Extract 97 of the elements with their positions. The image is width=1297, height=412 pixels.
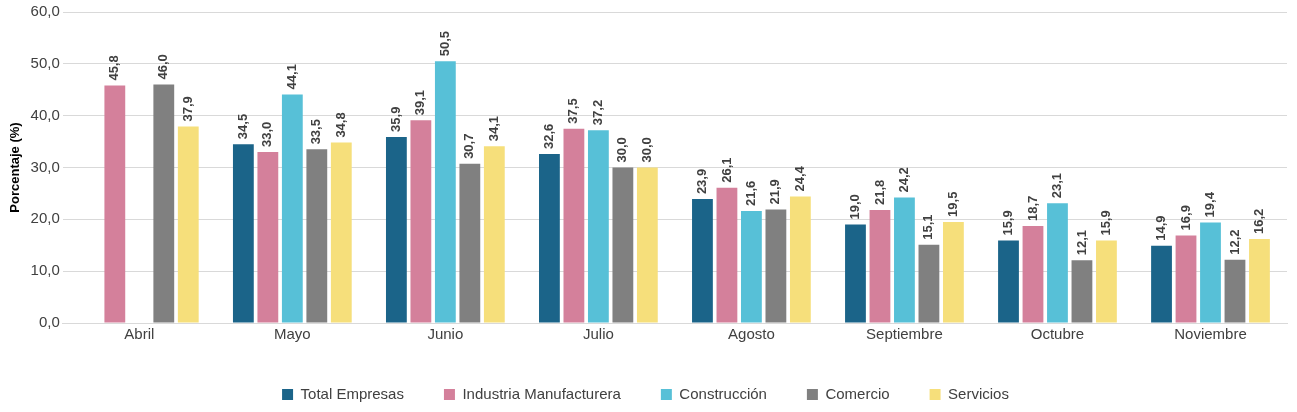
bar xyxy=(943,221,964,323)
data-label: 14,9 xyxy=(1153,215,1169,241)
x-tick-label: Septiembre xyxy=(866,325,943,343)
x-tick-label: Abril xyxy=(124,325,155,343)
data-label: 32,6 xyxy=(540,123,556,150)
bar xyxy=(385,136,407,323)
bar xyxy=(1200,222,1221,323)
data-label: 34,8 xyxy=(332,112,348,138)
legend-label: Total Empresas xyxy=(300,384,404,402)
x-tick-label: Agosto xyxy=(728,325,775,343)
data-label: 21,9 xyxy=(767,179,783,205)
y-tick-label: 50,0 xyxy=(30,53,60,71)
data-label: 24,4 xyxy=(791,165,807,192)
data-label: 18,7 xyxy=(1024,195,1040,222)
bar xyxy=(716,187,738,323)
data-label: 34,1 xyxy=(485,115,501,142)
data-label: 19,4 xyxy=(1202,191,1218,218)
bar xyxy=(1249,239,1270,323)
data-label: 44,1 xyxy=(283,64,299,90)
legend-label: Servicios xyxy=(948,384,1009,402)
y-tick-label: 10,0 xyxy=(30,261,60,279)
bar xyxy=(330,142,352,323)
data-label: 15,9 xyxy=(1098,210,1114,236)
bar xyxy=(1071,260,1093,323)
data-label: 23,9 xyxy=(694,168,710,195)
bar xyxy=(1096,240,1117,323)
bar xyxy=(459,163,481,323)
data-label: 30,0 xyxy=(614,137,630,163)
data-label: 15,1 xyxy=(920,214,936,240)
bar xyxy=(894,197,915,323)
data-label: 30,0 xyxy=(638,137,654,163)
bar xyxy=(789,196,811,323)
legend-label: Construcción xyxy=(679,384,767,402)
x-tick-label: Noviembre xyxy=(1174,325,1247,343)
bar xyxy=(845,224,866,323)
bar xyxy=(177,126,199,323)
data-label: 23,1 xyxy=(1049,172,1065,199)
legend-label: Industria Manufacturera xyxy=(462,384,622,402)
bar xyxy=(869,210,891,323)
x-tick-label: Junio xyxy=(427,325,464,343)
x-tick-label: Julio xyxy=(582,325,614,343)
bar xyxy=(918,244,940,323)
data-label: 30,7 xyxy=(461,133,477,159)
bar xyxy=(232,144,254,323)
bar xyxy=(563,128,585,323)
bar xyxy=(1151,245,1172,323)
data-label: 45,8 xyxy=(106,55,122,81)
y-tick-label: 40,0 xyxy=(30,105,60,123)
bar xyxy=(104,85,126,323)
bar xyxy=(1175,235,1197,323)
data-label: 21,8 xyxy=(871,179,887,205)
bar xyxy=(612,167,634,323)
y-axis-title: Porcentaje (%) xyxy=(7,122,23,213)
bar xyxy=(741,211,762,323)
bar xyxy=(153,84,175,323)
bar xyxy=(1224,259,1246,323)
bar xyxy=(539,154,560,323)
bar xyxy=(434,61,456,323)
data-label: 15,9 xyxy=(1000,210,1016,236)
data-label: 46,0 xyxy=(155,54,171,80)
data-label: 50,5 xyxy=(436,30,452,57)
legend-label: Comercio xyxy=(825,384,890,402)
data-label: 16,2 xyxy=(1251,208,1267,235)
data-label: 16,9 xyxy=(1177,205,1193,231)
data-label: 26,1 xyxy=(718,157,734,183)
bar xyxy=(483,146,505,323)
bar xyxy=(281,94,303,323)
data-label: 12,1 xyxy=(1073,229,1089,256)
bar xyxy=(306,149,328,323)
bar xyxy=(1047,203,1068,323)
bar xyxy=(998,240,1019,323)
y-tick-label: 0,0 xyxy=(38,313,60,331)
bar xyxy=(410,120,432,323)
data-label: 33,5 xyxy=(308,119,324,145)
y-tick-label: 20,0 xyxy=(30,209,60,227)
data-label: 37,2 xyxy=(589,99,605,126)
data-label: 19,5 xyxy=(944,191,960,217)
bar xyxy=(636,167,658,323)
data-label: 33,0 xyxy=(259,121,275,147)
bar xyxy=(765,209,787,323)
x-tick-label: Octubre xyxy=(1030,325,1085,343)
data-label: 21,6 xyxy=(742,180,758,207)
x-tick-label: Mayo xyxy=(273,325,311,343)
data-label: 24,2 xyxy=(896,167,912,193)
bar xyxy=(587,130,609,323)
bar xyxy=(1022,226,1044,323)
data-label: 19,0 xyxy=(847,194,863,220)
data-label: 35,9 xyxy=(387,106,403,132)
y-tick-label: 30,0 xyxy=(30,157,60,175)
data-label: 34,5 xyxy=(234,113,250,140)
bar xyxy=(692,199,713,323)
bar xyxy=(257,151,279,323)
data-label: 37,5 xyxy=(565,98,581,124)
data-label: 39,1 xyxy=(412,90,428,116)
data-label: 12,2 xyxy=(1226,229,1242,255)
data-label: 37,9 xyxy=(179,96,195,122)
y-tick-label: 60,0 xyxy=(30,2,60,20)
